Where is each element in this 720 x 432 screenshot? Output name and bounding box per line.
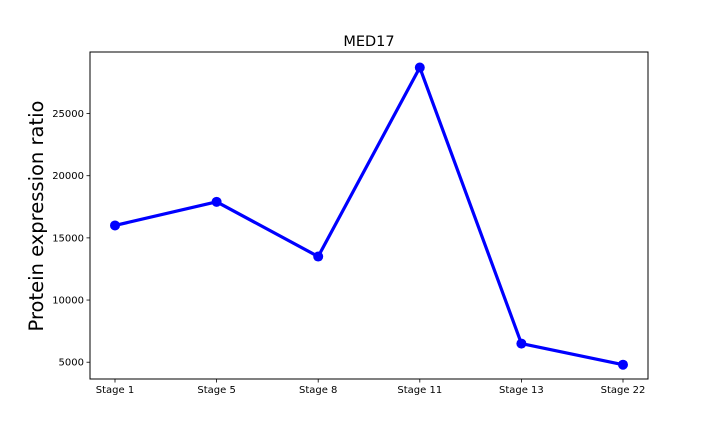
- series-line: [113, 65, 625, 367]
- data-point: [516, 338, 527, 349]
- x-tick-label: Stage 5: [197, 385, 235, 396]
- x-tick-label: Stage 22: [601, 385, 646, 396]
- x-tick-label: Stage 1: [96, 385, 134, 396]
- y-axis-ticks: 5000 10000 15000 20000 25000: [52, 109, 90, 369]
- data-point: [211, 196, 222, 207]
- y-tick-label: 10000: [52, 296, 84, 307]
- plot-frame: [89, 51, 649, 380]
- data-point: [414, 62, 425, 73]
- y-tick-label: 25000: [52, 109, 84, 120]
- x-axis-ticks: Stage 1 Stage 5 Stage 8 Stage 11 Stage 13 Sta…: [96, 379, 646, 396]
- data-point: [313, 251, 324, 262]
- y-tick-label: 15000: [52, 233, 84, 244]
- data-point: [618, 359, 628, 370]
- y-tick-label: 5000: [59, 358, 84, 369]
- x-tick-label: Stage 11: [397, 385, 442, 396]
- chart-title: MED17: [343, 34, 394, 50]
- series-layer: [110, 62, 628, 370]
- y-tick-label: 20000: [52, 171, 84, 182]
- data-point: [110, 220, 120, 231]
- y-axis-label: Protein expression ratio: [25, 101, 48, 332]
- x-tick-label: Stage 13: [499, 385, 544, 396]
- x-tick-label: Stage 8: [299, 385, 337, 396]
